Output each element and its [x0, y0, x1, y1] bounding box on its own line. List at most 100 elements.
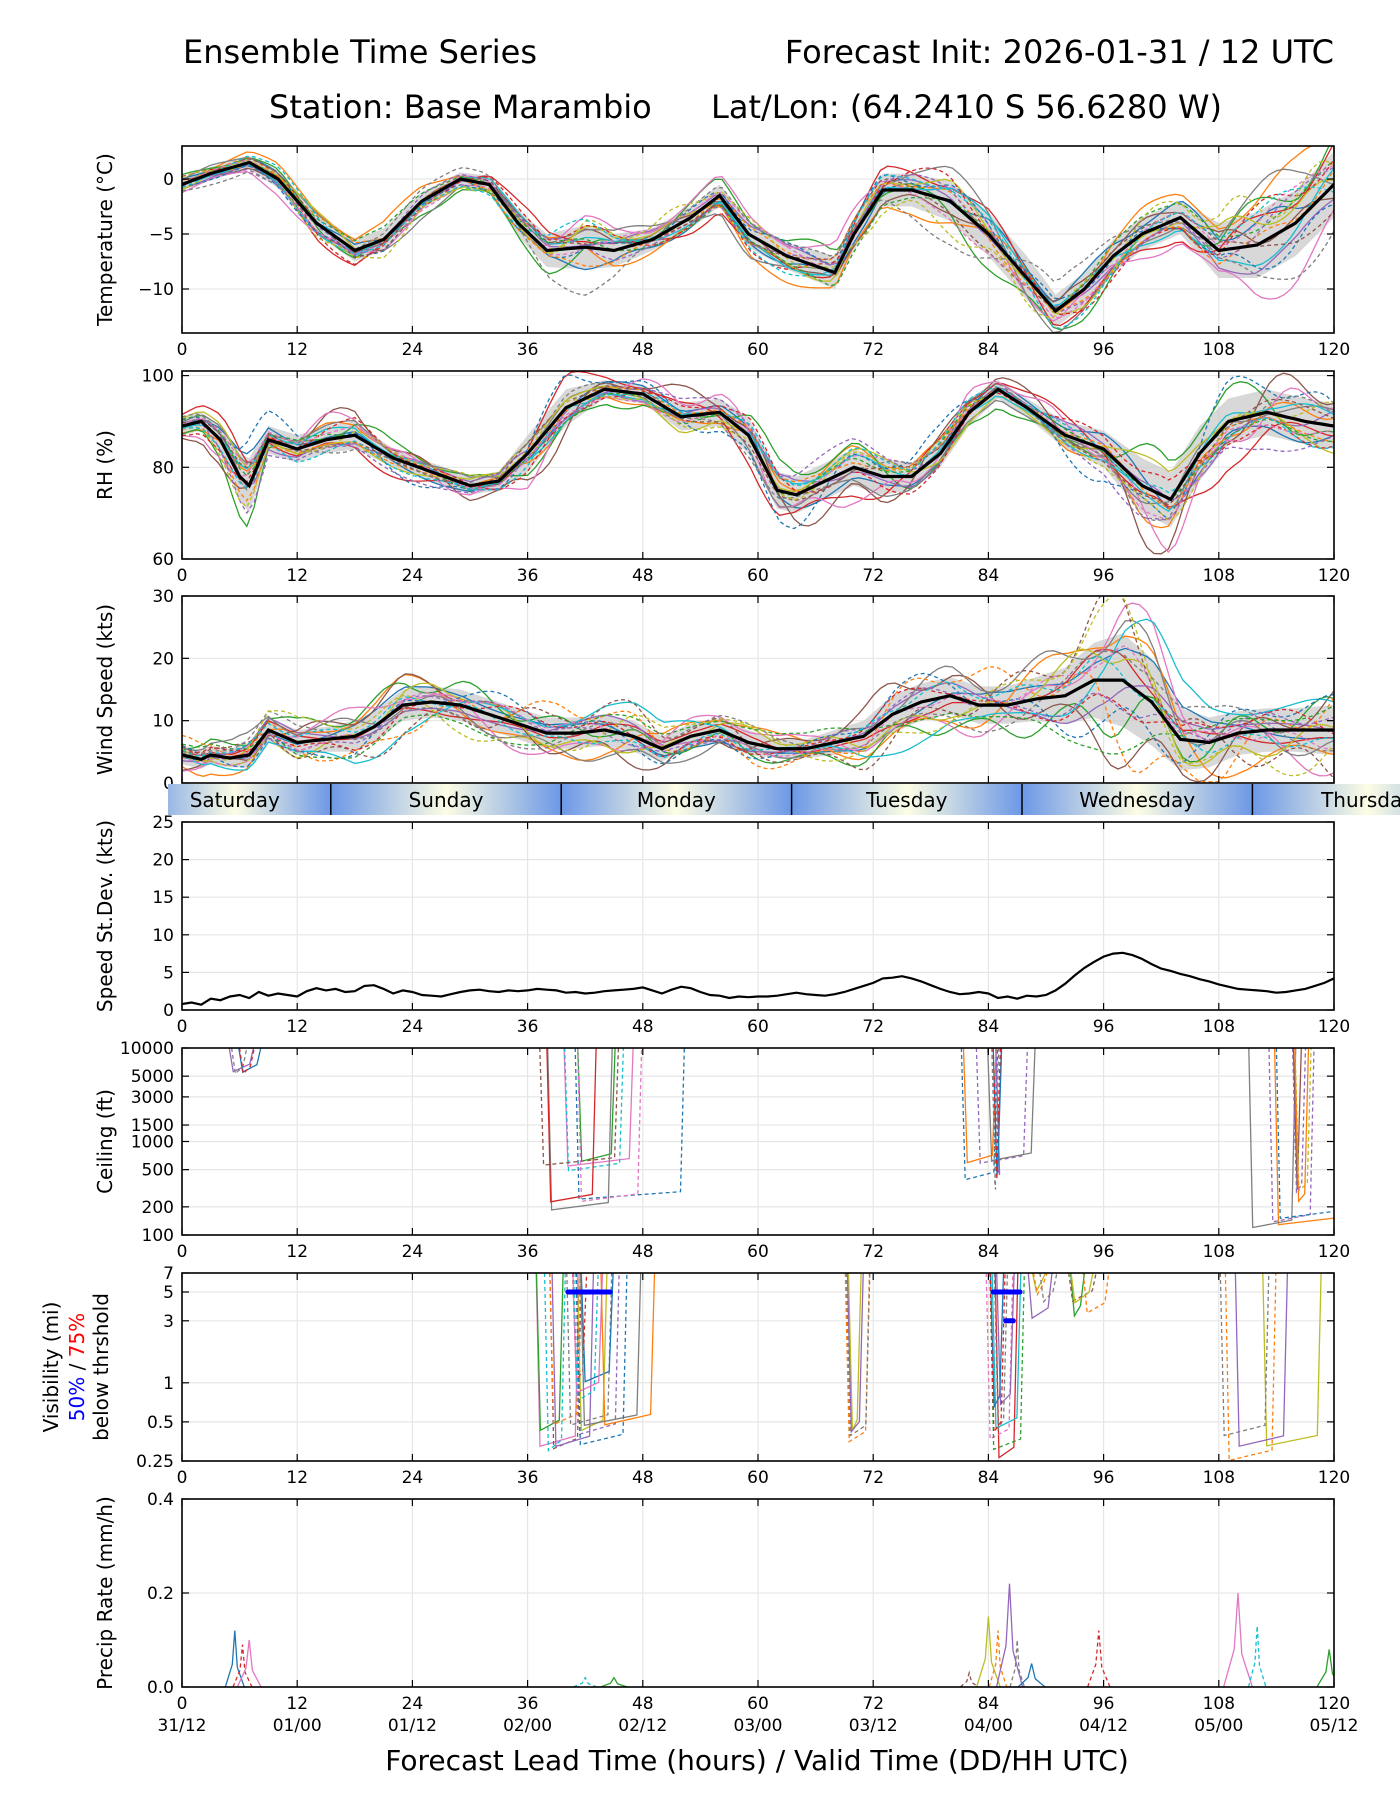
std-dev-line: [182, 951, 1334, 1006]
x-tick-label: 96: [1093, 1468, 1115, 1488]
y-tick-label: 0.2: [147, 1584, 174, 1604]
ensemble-member: [238, 1048, 262, 1074]
precip-member: [232, 1644, 253, 1687]
ensemble-member: [1032, 1273, 1048, 1297]
chart-panels: 0 12 24 36 48 60 72 84 96 108 1200−5−10Temperature…: [39, 145, 1359, 1736]
x-tick-label: 24: [402, 1017, 424, 1037]
y-tick-label: 5: [163, 1283, 174, 1303]
y-tick-label: 500: [142, 1161, 174, 1181]
ensemble-member: [182, 650, 1334, 757]
x-tick-label: 84: [978, 1017, 1000, 1037]
y-tick-label: 0: [163, 1001, 174, 1021]
x-tick-label: 72: [862, 1694, 884, 1714]
x-tick-label: 0: [177, 1242, 188, 1262]
day-cell: [168, 784, 331, 815]
plot-area: [182, 371, 1334, 555]
x-tick-label: 96: [1093, 1242, 1115, 1262]
ensemble-member: [182, 390, 1334, 495]
ensemble-member: [991, 1273, 1022, 1430]
valid-time-label: 05/00: [1194, 1716, 1243, 1736]
title-station: Station: Base Marambio: [269, 88, 652, 126]
ensemble-member: [1234, 1273, 1289, 1448]
ensemble-member: [182, 382, 1334, 521]
ensemble-member: [1291, 1048, 1307, 1194]
y-tick-label: 0.5: [147, 1413, 174, 1433]
ensemble-member: [600, 1273, 656, 1426]
title-latlon: Lat/Lon: (64.2410 S 56.6280 W): [711, 88, 1222, 126]
ensemble-member: [182, 166, 1334, 296]
panel-relative_humidity: 0 12 24 36 48 60 72 84 96 108 120 60 80 100 RH (%): [93, 367, 1350, 586]
x-tick-label: 24: [402, 340, 424, 360]
valid-time-label: 01/00: [273, 1716, 322, 1736]
ensemble-member: [551, 1273, 595, 1448]
ensemble-member: [572, 1273, 604, 1394]
precip-member: [1316, 1649, 1334, 1687]
plot-area: [182, 951, 1334, 1006]
x-tick-label: 72: [862, 566, 884, 586]
y-tick-label: 10: [152, 926, 174, 946]
valid-time-label: 04/12: [1079, 1716, 1128, 1736]
y-tick-label: 10000: [120, 1039, 174, 1059]
x-tick-label: 108: [1203, 566, 1235, 586]
ensemble-member: [182, 157, 1334, 303]
x-tick-label: 108: [1203, 340, 1235, 360]
ensemble-member: [1219, 1273, 1270, 1437]
x-tick-label: 48: [632, 1694, 654, 1714]
y-tick-label: 5: [163, 963, 174, 983]
ensemble-member: [182, 381, 1334, 528]
ensemble-member: [182, 170, 1334, 322]
panel-precip_rate: 0 12 24 36 48 60 72 84 96 108 120 0.0 0.2 0.4 Precip R…: [93, 1490, 1359, 1736]
x-tick-label: 0: [177, 1694, 188, 1714]
ensemble-member: [230, 1048, 248, 1076]
panel-speed_std_dev: 0 12 24 36 48 60 72 84 96 108 120 0 5 10 15 20 25 Speed S…: [93, 813, 1350, 1037]
day-band-cells: Saturday Sunday Monday Tuesday Wednesday Thur…: [168, 784, 1400, 815]
ensemble-member: [182, 157, 1334, 312]
ensemble-member: [1248, 1048, 1297, 1229]
ensemble-member: [1031, 1273, 1047, 1294]
x-tick-label: 0: [177, 566, 188, 586]
y-tick-label: 10: [152, 712, 174, 732]
ensemble-member: [563, 1048, 634, 1167]
x-tick-label: 36: [517, 1242, 539, 1262]
ensemble-member: [182, 596, 1334, 780]
y-axis-label: Visibility (mi): [39, 1302, 63, 1433]
x-tick-label: 48: [632, 1242, 654, 1262]
ensemble-member: [182, 371, 1334, 517]
y-tick-label: 0.0: [147, 1678, 174, 1698]
day-cell: [1022, 784, 1253, 815]
ensemble-member: [182, 602, 1334, 777]
x-tick-label: 12: [286, 340, 308, 360]
ensemble-member: [574, 1048, 685, 1200]
x-tick-label: 36: [517, 1017, 539, 1037]
x-tick-label: 60: [747, 566, 769, 586]
y-tick-label: 60: [152, 550, 174, 570]
x-tick-label: 108: [1203, 1017, 1235, 1037]
ensemble-member: [182, 157, 1334, 310]
x-tick-label: 96: [1093, 1017, 1115, 1037]
ensemble-member: [989, 1273, 1025, 1451]
ensemble-member: [960, 1048, 999, 1181]
x-tick-label: 12: [286, 1242, 308, 1262]
y-tick-label: 30: [152, 587, 174, 607]
x-tick-label: 84: [978, 340, 1000, 360]
precip-member: [1086, 1630, 1111, 1687]
mean-line: [182, 387, 1334, 502]
ensemble-member: [993, 1273, 1009, 1432]
y-tick-label: 20: [152, 649, 174, 669]
y-tick-label: 0: [163, 170, 174, 190]
y-tick-label: 25: [152, 813, 174, 833]
ensemble-member: [571, 1273, 588, 1384]
x-tick-label: 36: [517, 1468, 539, 1488]
ensemble-member: [182, 165, 1334, 300]
x-tick-label: 84: [978, 1242, 1000, 1262]
x-tick-label: 0: [177, 1017, 188, 1037]
y-tick-label: 0.4: [147, 1490, 174, 1510]
precip-member: [1017, 1663, 1046, 1687]
ensemble-member: [546, 1048, 597, 1203]
y-tick-label: 3000: [131, 1088, 174, 1108]
ensemble-member: [182, 655, 1334, 759]
x-tick-label: 12: [286, 1468, 308, 1488]
ensemble-member: [182, 166, 1334, 313]
x-tick-label: 72: [862, 1468, 884, 1488]
ensemble-member: [1039, 1273, 1058, 1304]
